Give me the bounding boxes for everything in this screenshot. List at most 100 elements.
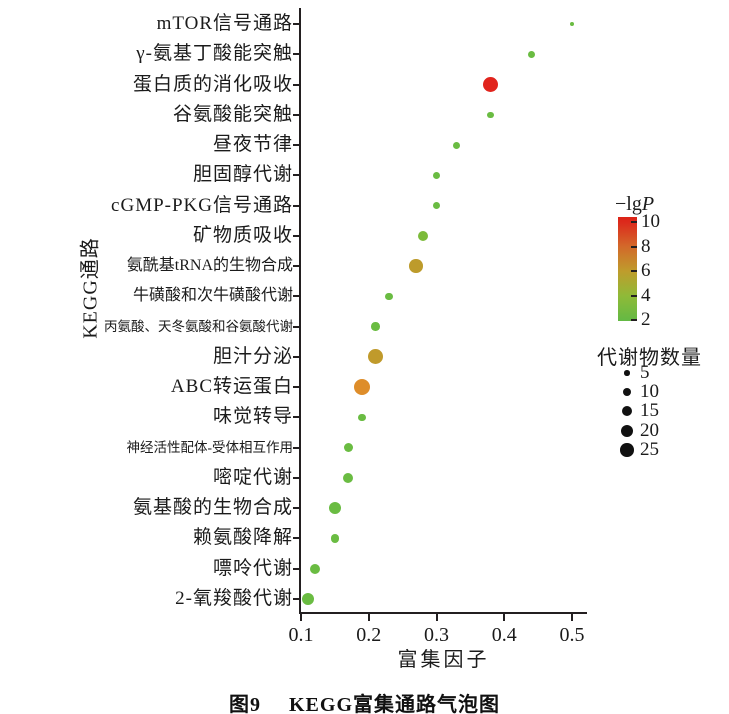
bubble-cGMP-PKG信号通路[interactable] (433, 202, 440, 209)
y-axis-tick (293, 113, 300, 116)
y-axis-tick (293, 204, 300, 207)
y-axis-label: ABC转运蛋白 (170, 376, 293, 397)
bubble-嘧啶代谢[interactable] (343, 472, 354, 483)
y-axis-label: 谷氨酸能突触 (172, 103, 293, 125)
x-axis-line (299, 612, 587, 614)
color-legend-tick-label: 2 (641, 309, 651, 330)
bubble-牛磺酸和次牛磺酸代谢[interactable] (385, 292, 393, 300)
y-axis-tick (293, 416, 300, 419)
y-axis-label: 丙氨酸、天冬氨酸和谷氨酸代谢 (104, 318, 293, 334)
figure-caption: 图9 KEGG富集通路气泡图 (0, 688, 729, 714)
x-axis-title: 富集因子 (397, 649, 490, 671)
x-axis-tick (503, 613, 506, 621)
figure-caption-title: KEGG富集通路气泡图 (288, 694, 500, 714)
y-axis-label: 2-氧羧酸代谢 (175, 587, 293, 609)
x-axis-tick (367, 613, 370, 621)
x-axis-tick-label: 0.2 (356, 624, 382, 646)
bubble-嘌呤代谢[interactable] (309, 563, 320, 574)
y-axis-label: 嘧啶代谢 (212, 466, 293, 488)
bubble-蛋白质的消化吸收[interactable] (482, 76, 499, 93)
y-axis-tick (293, 537, 300, 540)
x-axis-tick-label: 0.5 (559, 624, 585, 646)
y-axis-label: cGMP-PKG信号通路 (111, 194, 293, 216)
bubble-赖氨酸降解[interactable] (330, 534, 340, 543)
y-axis-tick (293, 295, 300, 298)
y-axis-label: 胆固醇代谢 (192, 164, 293, 186)
y-axis-label: 胆汁分泌 (212, 345, 293, 367)
color-legend-tick (631, 245, 637, 248)
bubble-矿物质吸收[interactable] (417, 230, 429, 241)
y-axis-label: 氨基酸的生物合成 (132, 497, 293, 518)
color-legend-tick (631, 319, 637, 321)
y-axis-tick (293, 265, 300, 267)
y-axis-title: KEGG通路 (79, 237, 102, 339)
color-legend-tick-label: 8 (641, 235, 651, 257)
size-legend-label: 10 (640, 381, 659, 403)
bubble-丙氨酸、天冬氨酸和谷氨酸代谢[interactable] (371, 322, 380, 331)
bubble-氨酰基tRNA的生物合成[interactable] (409, 259, 423, 273)
y-axis-tick (293, 53, 300, 56)
color-legend-tick-label: 10 (641, 211, 660, 232)
y-axis-label: 牛磺酸和次牛磺酸代谢 (132, 287, 293, 305)
y-axis-label: mTOR信号通路 (156, 13, 293, 34)
y-axis-label: 矿物质吸收 (192, 224, 293, 246)
size-legend-label: 5 (640, 362, 650, 383)
bubble-胆汁分泌[interactable] (368, 349, 384, 365)
y-axis-tick (293, 567, 300, 570)
y-axis-tick (293, 507, 300, 509)
size-legend-title: 代谢物数量 (597, 347, 702, 369)
color-legend-tick (631, 270, 637, 272)
y-axis-label: 蛋白质的消化吸收 (132, 73, 293, 95)
figure-caption-number: 图9 (228, 694, 261, 714)
bubble-ABC转运蛋白[interactable] (353, 378, 371, 396)
y-axis-label: γ-氨基丁酸能突触 (136, 43, 293, 65)
y-axis-label: 赖氨酸降解 (192, 527, 293, 549)
bubble-神经活性配体-受体相互作用[interactable] (343, 442, 354, 453)
y-axis-tick (293, 597, 300, 600)
y-axis-label: 氨酰基tRNA的生物合成 (126, 257, 293, 274)
size-legend-dot (620, 443, 634, 457)
size-legend-label: 20 (640, 419, 659, 441)
x-axis-tick (300, 613, 302, 621)
bubble-mTOR信号通路[interactable] (569, 21, 575, 27)
y-axis-tick (293, 83, 300, 86)
color-legend-title: −lgP (615, 193, 654, 216)
size-legend-dot (622, 406, 632, 417)
size-legend-dot (624, 370, 630, 376)
size-legend-label: 25 (640, 438, 659, 460)
y-axis-tick (293, 23, 300, 25)
y-axis-tick (293, 144, 300, 146)
color-legend-gradient-bar (618, 217, 637, 321)
x-axis-tick (571, 613, 573, 621)
bubble-2-氧羧酸代谢[interactable] (301, 592, 314, 605)
bubble-胆固醇代谢[interactable] (432, 171, 441, 179)
color-legend-title-p: P (641, 193, 655, 215)
y-axis-label: 味觉转导 (212, 406, 293, 428)
y-axis-tick (293, 174, 300, 177)
bubble-谷氨酸能突触[interactable] (487, 111, 494, 118)
x-axis-tick (435, 613, 438, 621)
bubble-味觉转导[interactable] (358, 413, 366, 421)
bubble-昼夜节律[interactable] (453, 141, 461, 149)
bubble-氨基酸的生物合成[interactable] (328, 501, 342, 515)
bubble-γ-氨基丁酸能突触[interactable] (527, 50, 536, 58)
color-legend-tick (631, 221, 637, 223)
y-axis-label: 昼夜节律 (212, 134, 293, 155)
y-axis-tick (293, 476, 300, 479)
size-legend-label: 15 (640, 400, 659, 422)
y-axis-line (299, 8, 301, 614)
y-axis-label: 嘌呤代谢 (212, 557, 293, 579)
color-legend-tick (631, 294, 637, 297)
y-axis-tick (293, 446, 300, 449)
y-axis-tick (293, 386, 300, 388)
x-axis-tick-label: 0.4 (491, 624, 517, 646)
color-legend-tick-label: 4 (641, 284, 651, 306)
size-legend-dot (623, 388, 631, 397)
x-axis-tick-label: 0.1 (288, 624, 314, 646)
color-legend-title-prefix: −lg (615, 193, 642, 215)
x-axis-tick-label: 0.3 (424, 624, 449, 646)
y-axis-tick (293, 355, 300, 358)
y-axis-tick (293, 325, 300, 328)
size-legend-dot (621, 424, 633, 437)
